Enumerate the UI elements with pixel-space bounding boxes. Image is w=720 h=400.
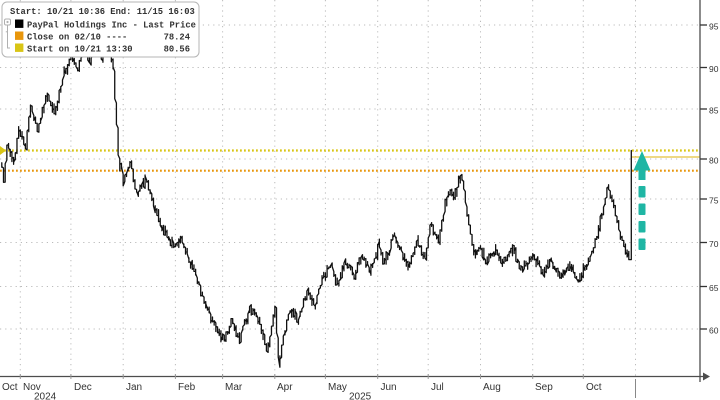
svg-text:78.24: 78.24 [164, 32, 191, 42]
svg-text:May: May [328, 382, 347, 393]
svg-text:90: 90 [709, 64, 719, 74]
svg-text:Feb: Feb [178, 382, 196, 393]
svg-text:PayPal Holdings Inc - Last Pri: PayPal Holdings Inc - Last Price [27, 20, 196, 30]
svg-text:Jul: Jul [431, 382, 444, 393]
svg-text:75: 75 [709, 196, 719, 206]
svg-text:Mar: Mar [225, 382, 243, 393]
svg-text:Oct: Oct [586, 382, 602, 393]
svg-text:2025: 2025 [349, 392, 372, 400]
svg-text:Start on 10/21 13:30: Start on 10/21 13:30 [27, 44, 133, 54]
svg-text:Oct: Oct [2, 382, 18, 393]
svg-text:Jan: Jan [126, 382, 142, 393]
svg-text:Close on 02/10 ----: Close on 02/10 ---- [27, 32, 127, 42]
svg-text:Start: 10/21 10:36 End: 11/15: Start: 10/21 10:36 End: 11/15 16:03 [10, 7, 195, 17]
svg-text:60: 60 [709, 326, 719, 336]
svg-text:Sep: Sep [535, 382, 553, 393]
svg-text:2024: 2024 [34, 392, 57, 400]
svg-text:70: 70 [709, 239, 719, 249]
svg-text:80.56: 80.56 [164, 44, 190, 54]
svg-text:Aug: Aug [483, 382, 501, 393]
svg-text:Jun: Jun [381, 382, 397, 393]
svg-text:95: 95 [709, 22, 719, 32]
svg-text:Dec: Dec [74, 382, 92, 393]
svg-text:85: 85 [709, 106, 719, 116]
svg-text:80: 80 [709, 156, 719, 166]
svg-text:Apr: Apr [277, 382, 293, 393]
svg-text:65: 65 [709, 283, 719, 293]
